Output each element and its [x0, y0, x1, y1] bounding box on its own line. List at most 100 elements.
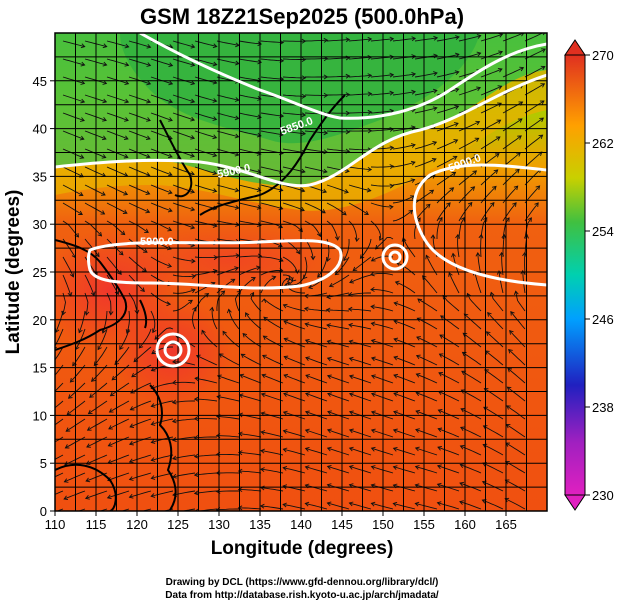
streamline-arrowhead: [124, 117, 129, 122]
streamline: [126, 310, 130, 334]
streamline: [474, 271, 482, 294]
x-tick-label: 135: [249, 517, 271, 532]
streamline: [260, 220, 283, 229]
streamline: [217, 375, 240, 384]
contour-typhoon-inner: [163, 340, 183, 360]
streamline-arrowhead: [237, 487, 243, 492]
streamline-arrowhead: [97, 231, 103, 237]
streamline: [238, 255, 262, 258]
streamline: [482, 481, 504, 492]
streamline: [172, 454, 196, 460]
streamline-arrowhead: [341, 210, 347, 216]
streamline-arrowhead: [454, 70, 460, 76]
streamline: [370, 184, 394, 187]
streamline: [129, 454, 152, 463]
streamline-arrowhead: [470, 186, 476, 191]
streamline: [448, 272, 460, 294]
streamline: [486, 331, 504, 348]
colorbar-tick-label: 262: [592, 136, 614, 151]
streamline-arrowhead: [283, 355, 289, 361]
streamline-arrowhead: [367, 91, 373, 97]
streamline-arrowhead: [393, 373, 399, 379]
streamline: [97, 328, 108, 350]
streamline-arrowhead: [282, 447, 288, 453]
streamline: [55, 418, 64, 426]
streamline-arrowhead: [44, 445, 48, 449]
streamline: [371, 429, 394, 438]
streamline: [216, 184, 239, 192]
streamline: [370, 128, 394, 132]
streamline: [262, 355, 284, 366]
streamline-arrowhead: [282, 502, 287, 508]
streamline-arrowhead: [379, 236, 384, 241]
streamline-arrowhead: [389, 145, 395, 151]
streamline: [415, 466, 438, 474]
streamline: [414, 107, 437, 114]
streamline-arrowhead: [301, 131, 307, 136]
streamline-arrowhead: [425, 203, 431, 209]
streamline-arrowhead: [497, 102, 502, 107]
streamline: [498, 270, 504, 294]
streamline-arrowhead: [348, 322, 353, 328]
streamline-arrowhead: [415, 409, 421, 415]
streamline: [415, 484, 438, 492]
streamline-arrowhead: [78, 191, 84, 197]
streamline-arrowhead: [507, 367, 512, 373]
streamline: [216, 166, 239, 174]
streamline: [458, 137, 479, 150]
streamline-arrowhead: [414, 501, 420, 507]
streamline: [128, 130, 151, 140]
streamline-arrowhead: [190, 116, 196, 122]
streamline-arrowhead: [326, 464, 332, 470]
streamline: [245, 312, 262, 330]
streamline-arrowhead: [498, 50, 504, 56]
streamline: [459, 501, 482, 510]
streamline-arrowhead: [408, 209, 414, 215]
streamline: [480, 202, 495, 222]
streamline-arrowhead: [416, 317, 422, 322]
streamline: [505, 442, 526, 456]
streamline: [326, 75, 350, 78]
streamline-arrowhead: [279, 39, 285, 45]
streamline: [371, 502, 394, 510]
streamline-arrowhead: [102, 43, 108, 49]
streamline-arrowhead: [316, 232, 322, 238]
streamline-arrowhead: [326, 356, 332, 362]
streamline-arrowhead: [212, 43, 218, 49]
streamline-arrowhead: [65, 427, 71, 432]
streamline-arrowhead: [345, 92, 351, 98]
streamline: [216, 94, 239, 101]
streamline-arrowhead: [235, 60, 240, 66]
streamline: [394, 302, 416, 312]
streamline-arrowhead: [310, 255, 316, 261]
streamline: [62, 256, 74, 277]
plot-area: 5900.0 5900.0 5850.0 5900.0: [44, 33, 547, 511]
streamline: [77, 508, 86, 511]
streamline: [392, 144, 416, 150]
streamline-arrowhead: [283, 320, 289, 325]
streamline-arrowhead: [234, 115, 240, 121]
streamline: [484, 369, 504, 384]
streamline-arrowhead: [367, 167, 373, 172]
streamline-arrowhead: [63, 478, 69, 483]
streamline: [458, 52, 481, 60]
streamline-arrowhead: [411, 36, 417, 42]
warm-core-typhoon: [112, 297, 232, 407]
streamline: [393, 320, 416, 330]
streamline: [371, 466, 394, 474]
streamline-arrowhead: [242, 332, 248, 338]
streamline-arrowhead: [301, 112, 307, 118]
streamline-arrowhead: [234, 133, 240, 139]
streamline-arrowhead: [436, 482, 442, 488]
streamline-arrowhead: [78, 210, 83, 215]
streamline: [326, 148, 350, 152]
streamline-arrowhead: [305, 392, 310, 397]
streamline: [238, 130, 261, 137]
streamline-arrowhead: [431, 157, 437, 163]
streamline: [393, 503, 416, 510]
streamline: [106, 130, 129, 140]
streamline: [282, 112, 306, 116]
streamline: [216, 435, 240, 438]
streamline: [128, 202, 150, 213]
streamline: [414, 89, 438, 96]
